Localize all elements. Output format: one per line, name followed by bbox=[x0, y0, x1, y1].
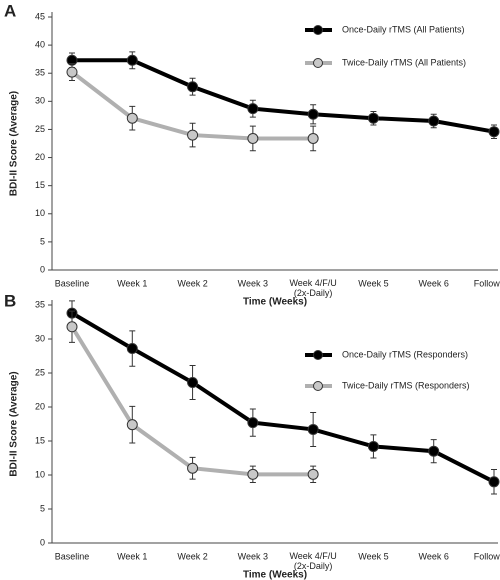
point bbox=[126, 419, 138, 431]
point bbox=[367, 440, 379, 452]
x-tick-label: Week 5 bbox=[358, 278, 388, 288]
y-tick-label: 30 bbox=[35, 333, 45, 343]
x-tick-label: Week 4/F/U (2x-Daily) bbox=[289, 551, 336, 571]
y-tick-label: 25 bbox=[35, 367, 45, 377]
legend-label: Twice-Daily rTMS (All Patients) bbox=[342, 57, 466, 67]
legend-marker bbox=[313, 381, 323, 391]
x-tick-label: Follow-Up bbox=[474, 551, 500, 561]
point bbox=[428, 115, 440, 127]
x-tick-label: Week 2 bbox=[177, 278, 207, 288]
legend-marker bbox=[313, 350, 323, 360]
point bbox=[126, 54, 138, 66]
y-tick-label: 10 bbox=[35, 469, 45, 479]
legend-label: Once-Daily rTMS (Responders) bbox=[342, 349, 468, 359]
y-tick-label: 30 bbox=[35, 96, 45, 106]
y-tick-label: 35 bbox=[35, 299, 45, 309]
point bbox=[307, 108, 319, 120]
x-tick-label: Week 1 bbox=[117, 551, 147, 561]
y-tick-label: 5 bbox=[40, 503, 45, 513]
series-line bbox=[70, 325, 314, 477]
y-tick-label: 35 bbox=[35, 68, 45, 78]
point bbox=[187, 129, 199, 141]
point bbox=[66, 321, 78, 333]
y-axis-title: BDI-II Score (Average) bbox=[9, 371, 20, 476]
y-tick-label: 15 bbox=[35, 180, 45, 190]
y-tick-label: 0 bbox=[40, 264, 45, 274]
series-line bbox=[72, 58, 495, 134]
point bbox=[367, 112, 379, 124]
point bbox=[126, 112, 138, 124]
point bbox=[307, 132, 319, 144]
legend-label: Twice-Daily rTMS (Responders) bbox=[342, 380, 470, 390]
y-tick-label: 25 bbox=[35, 124, 45, 134]
point bbox=[187, 377, 199, 389]
point bbox=[126, 343, 138, 355]
point bbox=[187, 462, 199, 474]
panel-label: A bbox=[4, 1, 16, 20]
y-tick-label: 10 bbox=[35, 208, 45, 218]
x-axis-title: Time (Weeks) bbox=[243, 570, 307, 580]
y-tick-label: 15 bbox=[35, 435, 45, 445]
point bbox=[247, 103, 259, 115]
x-tick-label: Week 4/F/U (2x-Daily) bbox=[289, 278, 336, 298]
x-tick-label: Baseline bbox=[55, 278, 90, 288]
x-tick-label: Week 6 bbox=[419, 551, 449, 561]
point bbox=[428, 445, 440, 457]
series-line bbox=[70, 311, 495, 484]
y-tick-label: 40 bbox=[35, 39, 45, 49]
point bbox=[488, 126, 500, 138]
legend-marker bbox=[313, 25, 323, 35]
point bbox=[187, 81, 199, 93]
point bbox=[247, 468, 259, 480]
x-tick-label: Week 3 bbox=[238, 278, 268, 288]
x-tick-label: Week 3 bbox=[238, 551, 268, 561]
x-tick-label: Week 6 bbox=[419, 278, 449, 288]
x-axis-title: Time (Weeks) bbox=[243, 297, 307, 308]
y-tick-label: 45 bbox=[35, 11, 45, 21]
legend-marker bbox=[313, 58, 323, 68]
y-tick-label: 0 bbox=[40, 537, 45, 547]
x-tick-label: Follow-Up bbox=[474, 278, 500, 288]
x-tick-label: Baseline bbox=[55, 551, 90, 561]
point bbox=[247, 132, 259, 144]
point bbox=[66, 66, 78, 78]
point bbox=[307, 468, 319, 480]
legend-label: Once-Daily rTMS (All Patients) bbox=[342, 24, 465, 34]
point bbox=[488, 476, 500, 488]
panel-label: B bbox=[4, 291, 16, 310]
point bbox=[307, 423, 319, 435]
y-tick-label: 20 bbox=[35, 152, 45, 162]
y-axis-title: BDI-II Score (Average) bbox=[9, 91, 20, 196]
y-tick-label: 20 bbox=[35, 401, 45, 411]
y-tick-label: 5 bbox=[40, 236, 45, 246]
point bbox=[247, 417, 259, 429]
x-tick-label: Week 2 bbox=[177, 551, 207, 561]
x-tick-label: Week 5 bbox=[358, 551, 388, 561]
x-tick-label: Week 1 bbox=[117, 278, 147, 288]
